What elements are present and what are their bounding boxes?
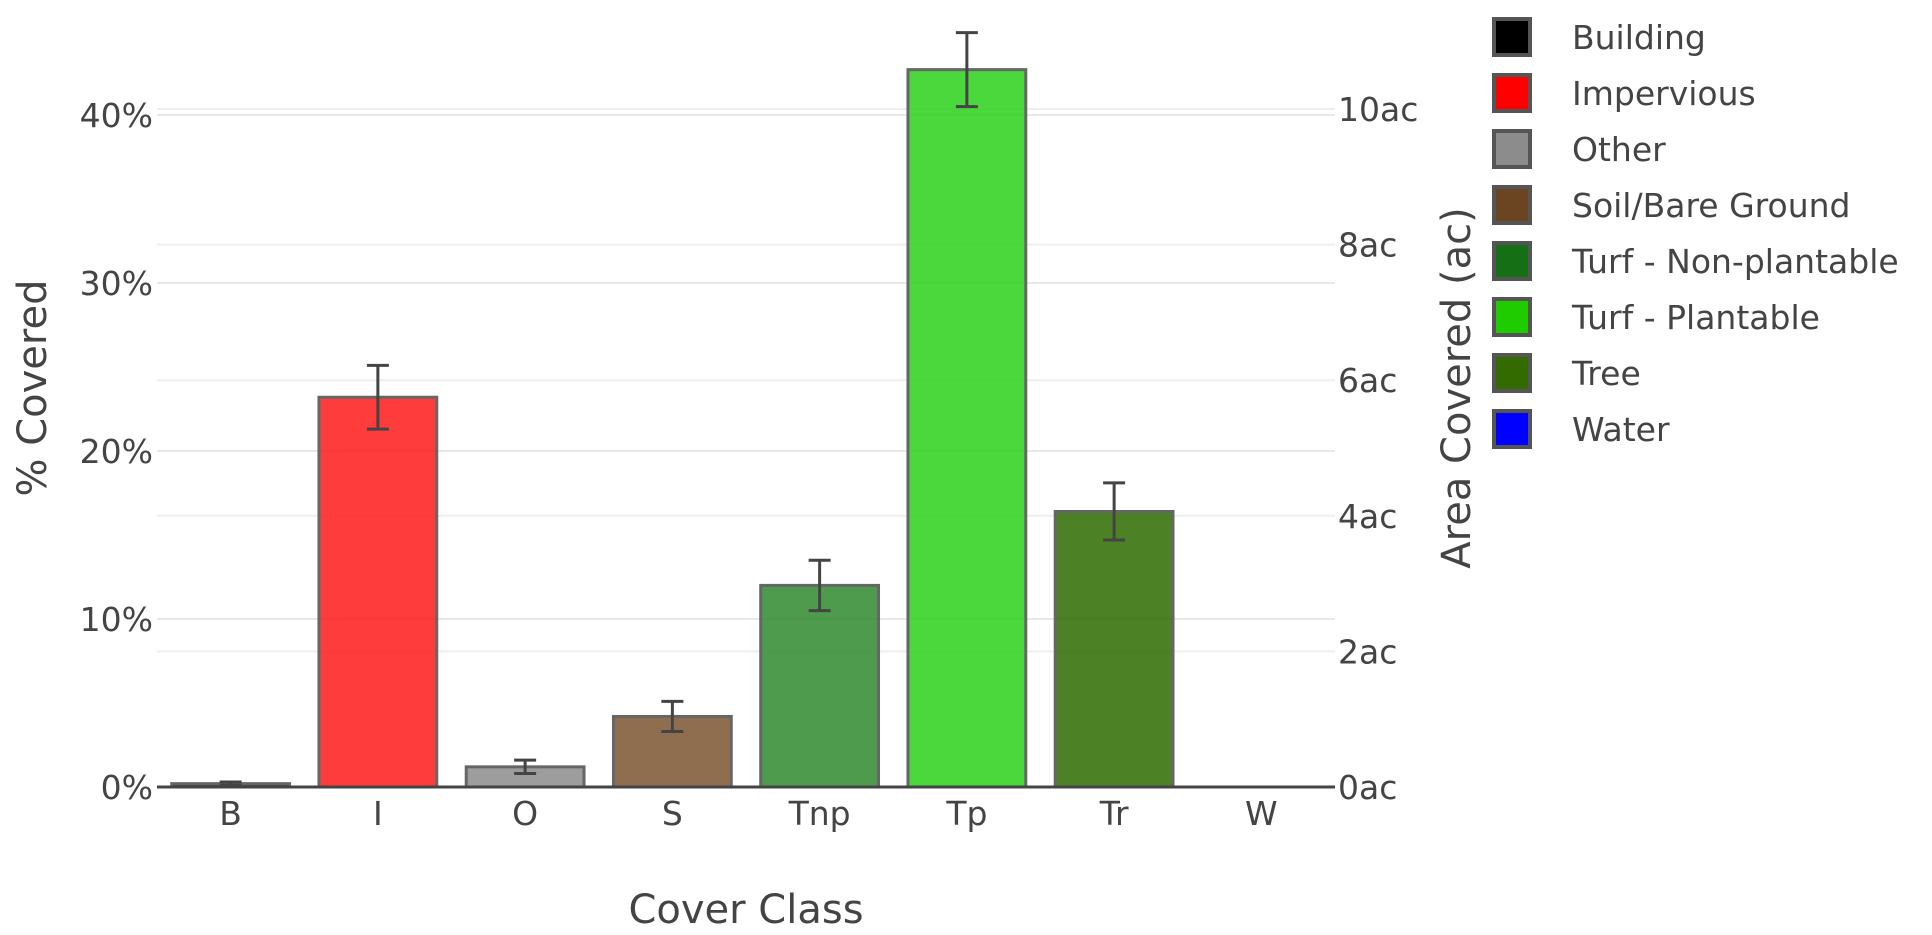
- x-tick-label: Tr: [1099, 794, 1129, 833]
- y-tick-label: 0%: [101, 768, 153, 807]
- legend-label: Turf - Non-plantable: [1571, 242, 1899, 281]
- y2-tick-labels: 0ac 2ac 4ac 6ac 8ac 10ac: [1338, 90, 1418, 807]
- legend-swatch: [1492, 297, 1532, 337]
- legend-label: Building: [1572, 18, 1706, 57]
- legend-label: Tree: [1571, 354, 1641, 393]
- x-tick-labels: B I O S Tnp Tp Tr W: [219, 794, 1277, 833]
- x-tick-label: S: [662, 794, 683, 833]
- y2-tick-label: 4ac: [1338, 497, 1397, 536]
- x-tick-label: B: [219, 794, 242, 833]
- legend-label: Other: [1572, 130, 1666, 169]
- bar-tnp: [759, 583, 881, 789]
- y2-tick-label: 10ac: [1338, 90, 1418, 129]
- x-tick-label: I: [373, 794, 383, 833]
- error-bars: [219, 31, 1126, 787]
- legend: Building Impervious Other Soil/Bare Ground T…: [1492, 17, 1899, 449]
- bar-tr: [1053, 509, 1175, 789]
- legend-swatch: [1492, 17, 1532, 57]
- legend-label: Turf - Plantable: [1571, 298, 1820, 337]
- x-axis-title: Cover Class: [628, 887, 863, 933]
- y2-axis-title: Area Covered (ac): [1434, 207, 1480, 568]
- legend-label: Impervious: [1572, 74, 1756, 113]
- legend-swatch: [1492, 409, 1532, 449]
- bar-i: [317, 395, 439, 789]
- bars: [170, 68, 1175, 789]
- legend-label: Soil/Bare Ground: [1572, 186, 1850, 225]
- legend-swatch: [1492, 73, 1532, 113]
- y2-tick-label: 6ac: [1338, 361, 1397, 400]
- x-tick-label: O: [512, 794, 538, 833]
- legend-swatch: [1492, 185, 1532, 225]
- y2-tick-label: 0ac: [1338, 768, 1397, 807]
- legend-label: Water: [1572, 410, 1670, 449]
- y-tick-labels: 0% 10% 20% 30% 40%: [80, 96, 153, 807]
- y2-tick-label: 2ac: [1338, 632, 1397, 671]
- y-tick-label: 30%: [80, 264, 153, 303]
- y2-tick-label: 8ac: [1338, 226, 1397, 265]
- y-tick-label: 10%: [80, 600, 153, 639]
- y-tick-label: 20%: [80, 432, 153, 471]
- legend-swatch: [1492, 241, 1532, 281]
- x-tick-label: Tp: [945, 794, 987, 833]
- y-axis-title: % Covered: [10, 280, 56, 497]
- bar-tp: [906, 68, 1028, 789]
- legend-swatch: [1492, 353, 1532, 393]
- y-tick-label: 40%: [80, 96, 153, 135]
- legend-swatch: [1492, 129, 1532, 169]
- x-tick-label: Tnp: [788, 794, 851, 833]
- x-tick-label: W: [1245, 794, 1278, 833]
